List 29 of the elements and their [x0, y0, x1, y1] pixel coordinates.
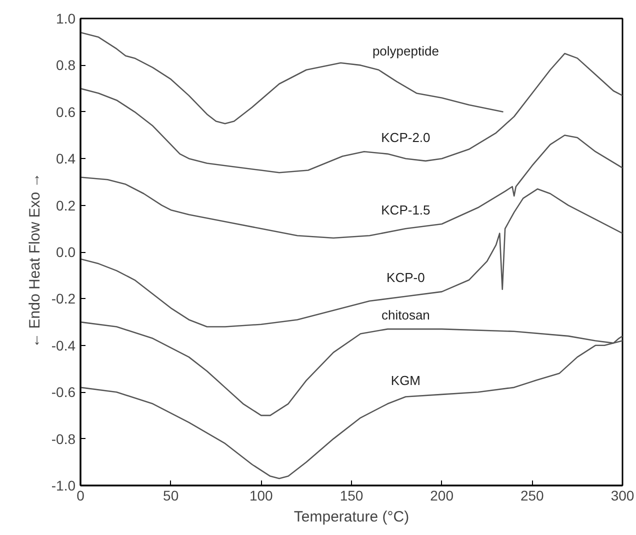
- y-tick-label: 0.6: [56, 104, 76, 120]
- x-tick-label: 250: [520, 488, 544, 504]
- y-tick-label: -0.8: [51, 430, 76, 447]
- y-tick-label: 1.0: [56, 10, 76, 26]
- y-tick-label: 0.0: [56, 244, 76, 260]
- line-series: [80, 188, 622, 328]
- series-label: KGM: [390, 372, 421, 388]
- y-tick-label: -1.0: [51, 478, 76, 494]
- line-series: [80, 32, 504, 124]
- x-tick-label: 100: [249, 488, 274, 504]
- series-label: KCP-1.5: [381, 202, 430, 218]
- x-tick-label: 200: [430, 488, 454, 504]
- x-tick-label: 150: [340, 488, 364, 504]
- series-label: KCP-2.0: [381, 130, 430, 146]
- series-label: chitosan: [381, 308, 430, 323]
- x-tick-label: 300: [610, 488, 634, 504]
- y-tick-label: 0.4: [56, 150, 76, 167]
- series-label: KCP-0: [386, 270, 425, 286]
- y-tick-label: 0.2: [56, 197, 76, 214]
- y-tick-label: -0.2: [51, 290, 76, 307]
- x-axis-title: Temperature (°C): [294, 508, 410, 526]
- y-axis-title: ← Endo Heat Flow Exo →: [26, 172, 44, 348]
- y-tick-label: -0.4: [51, 337, 76, 354]
- y-tick-label: 0.8: [56, 57, 76, 74]
- x-tick-label: 50: [163, 488, 179, 504]
- y-tick-label: -0.6: [51, 384, 76, 400]
- line-series: [80, 134, 622, 239]
- x-tick-label: 0: [76, 488, 85, 504]
- series-label: polypeptide: [372, 44, 439, 59]
